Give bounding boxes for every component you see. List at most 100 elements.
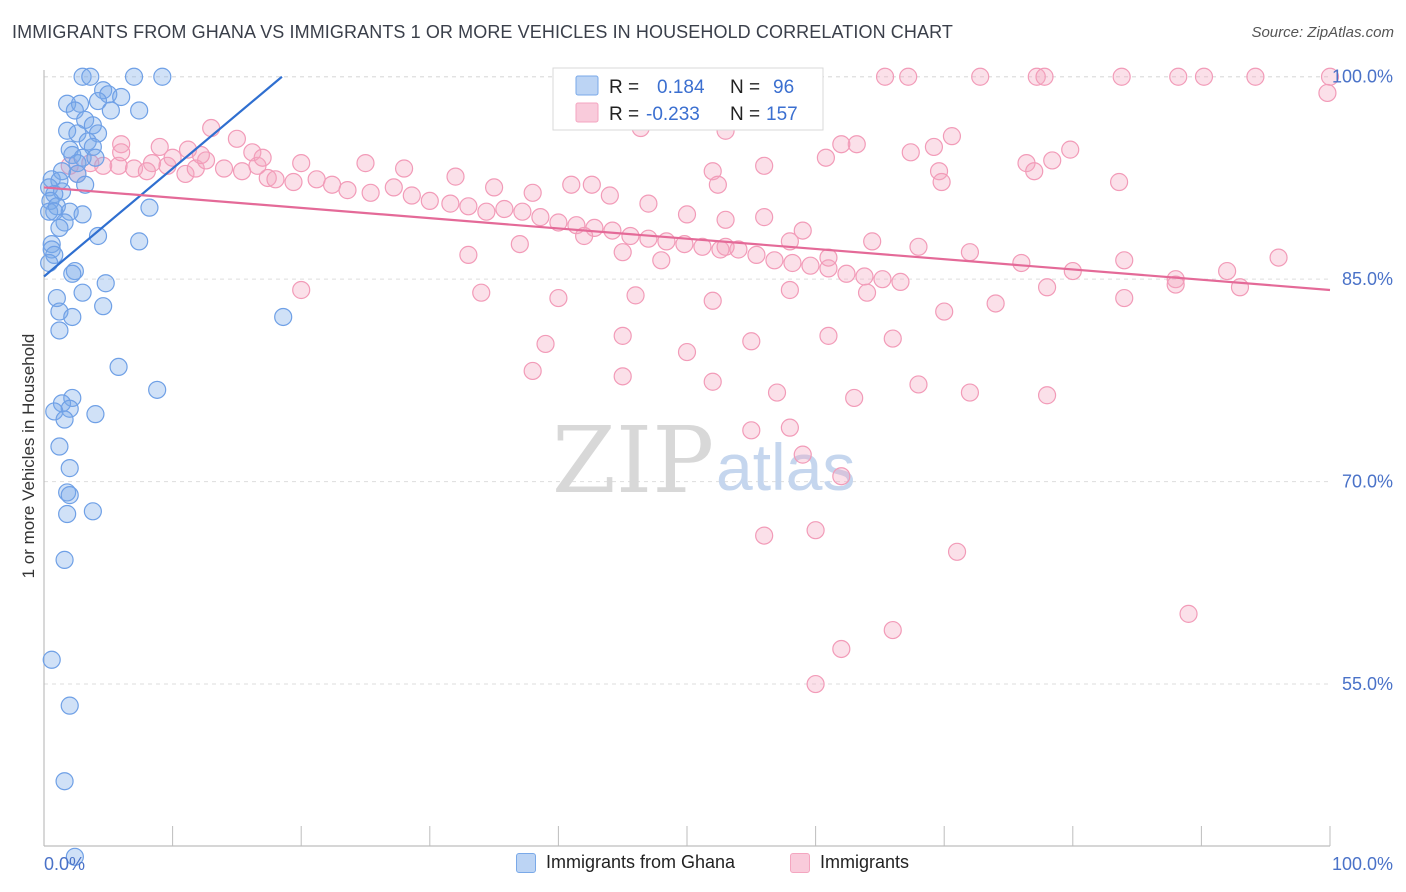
immigrants-point [703, 291, 722, 310]
ghana-point [50, 437, 69, 456]
bottom-legend-swatch-immigrants [790, 852, 810, 873]
immigrants-point [639, 229, 658, 248]
immigrants-point [986, 294, 1005, 313]
ghana-point [81, 67, 100, 86]
immigrants-point [1037, 386, 1057, 405]
immigrants-point [960, 383, 980, 402]
immigrants-point [765, 251, 784, 270]
immigrants-point [1115, 288, 1134, 308]
immigrants-point [875, 67, 895, 86]
immigrants-point [1027, 67, 1046, 86]
immigrants-point [855, 267, 874, 286]
immigrants-point [472, 283, 491, 302]
immigrants-point [1035, 67, 1054, 86]
immigrants-point [603, 221, 622, 240]
immigrants-point [322, 175, 342, 194]
ghana-point [274, 307, 293, 327]
immigrants-point [402, 186, 421, 205]
immigrants-point [793, 221, 812, 240]
immigrants-point [394, 159, 414, 178]
watermark-zip: ZIP [552, 407, 714, 514]
immigrants-point [832, 135, 851, 154]
ghana-point [58, 94, 77, 113]
y-tick-label: 55.0% [1342, 674, 1393, 694]
immigrants-point [819, 248, 838, 267]
immigrants-point [929, 162, 949, 181]
immigrants-point [1169, 67, 1188, 86]
ghana-point [42, 234, 61, 254]
immigrants-point [227, 129, 246, 148]
immigrants-point [1109, 172, 1129, 192]
immigrants-point [1037, 278, 1057, 297]
ghana-point [42, 650, 61, 669]
immigrants-point [176, 164, 195, 184]
immigrants-point [459, 197, 478, 216]
legend-swatch-ghana [575, 75, 599, 96]
immigrants-point [942, 127, 962, 146]
immigrants-point [747, 245, 766, 264]
immigrants-point [196, 151, 216, 170]
immigrants-point [932, 172, 951, 192]
ghana-point [65, 847, 84, 866]
ghana-point [68, 154, 87, 173]
immigrants-point [819, 259, 838, 278]
ghana-point [88, 91, 108, 111]
ghana-point [60, 486, 79, 505]
immigrants-point [883, 620, 902, 640]
immigrants-point [832, 467, 851, 486]
ghana-point [60, 696, 79, 715]
immigrants-point [847, 135, 866, 154]
immigrants-point [446, 167, 465, 186]
ghana-point [148, 380, 167, 399]
immigrants-point [806, 674, 825, 694]
legend-r-value-immigrants: -0.233 [646, 104, 700, 125]
legend-n-value-immigrants: 157 [766, 104, 798, 125]
immigrants-point [832, 639, 851, 659]
immigrants-point [677, 205, 697, 224]
immigrants-point [613, 326, 632, 345]
immigrants-point [816, 148, 835, 167]
immigrants-point [806, 521, 825, 540]
legend-n-value-ghana: 96 [773, 77, 794, 98]
immigrants-point [677, 342, 697, 362]
immigrants-point [801, 256, 820, 275]
y-axis-title: 1 or more Vehicles in Household [19, 334, 38, 579]
ghana-point [124, 67, 144, 86]
immigrants-point [780, 280, 799, 300]
immigrants-point [150, 137, 169, 157]
immigrants-point [420, 191, 439, 211]
ghana-point [58, 121, 77, 140]
immigrants-point [652, 251, 671, 270]
immigrants-point [909, 375, 928, 394]
immigrants-point [307, 170, 326, 189]
immigrants-point [873, 270, 892, 289]
bottom-legend-swatch-ghana [516, 852, 536, 873]
immigrants-point [613, 367, 632, 386]
x-tick-label: 100.0% [1332, 854, 1393, 874]
ghana-point [140, 198, 159, 217]
immigrants-point [960, 243, 980, 262]
y-tick-label: 85.0% [1342, 269, 1393, 289]
immigrants-point [857, 283, 877, 302]
immigrants-point [232, 162, 252, 181]
immigrants-point [891, 272, 910, 291]
immigrants-point [562, 175, 581, 194]
bottom-legend-item-immigrants: Immigrants [790, 852, 909, 873]
immigrants-point [356, 154, 375, 173]
ghana-point [101, 101, 120, 120]
immigrants-point [621, 226, 640, 246]
immigrants-point [639, 194, 658, 213]
immigrants-point [1269, 248, 1288, 267]
immigrants-point [883, 329, 902, 348]
immigrants-point [1112, 67, 1131, 86]
immigrants-point [112, 143, 131, 162]
immigrants-point [935, 302, 954, 321]
ghana-point [86, 405, 105, 424]
watermark: ZIP atlas [552, 407, 855, 514]
immigrants-point [109, 156, 128, 175]
ghana-point [60, 459, 79, 478]
ghana-point [60, 399, 79, 418]
immigrants-point [1318, 83, 1337, 103]
immigrants-point [1043, 151, 1062, 170]
immigrants-point [1061, 140, 1080, 159]
